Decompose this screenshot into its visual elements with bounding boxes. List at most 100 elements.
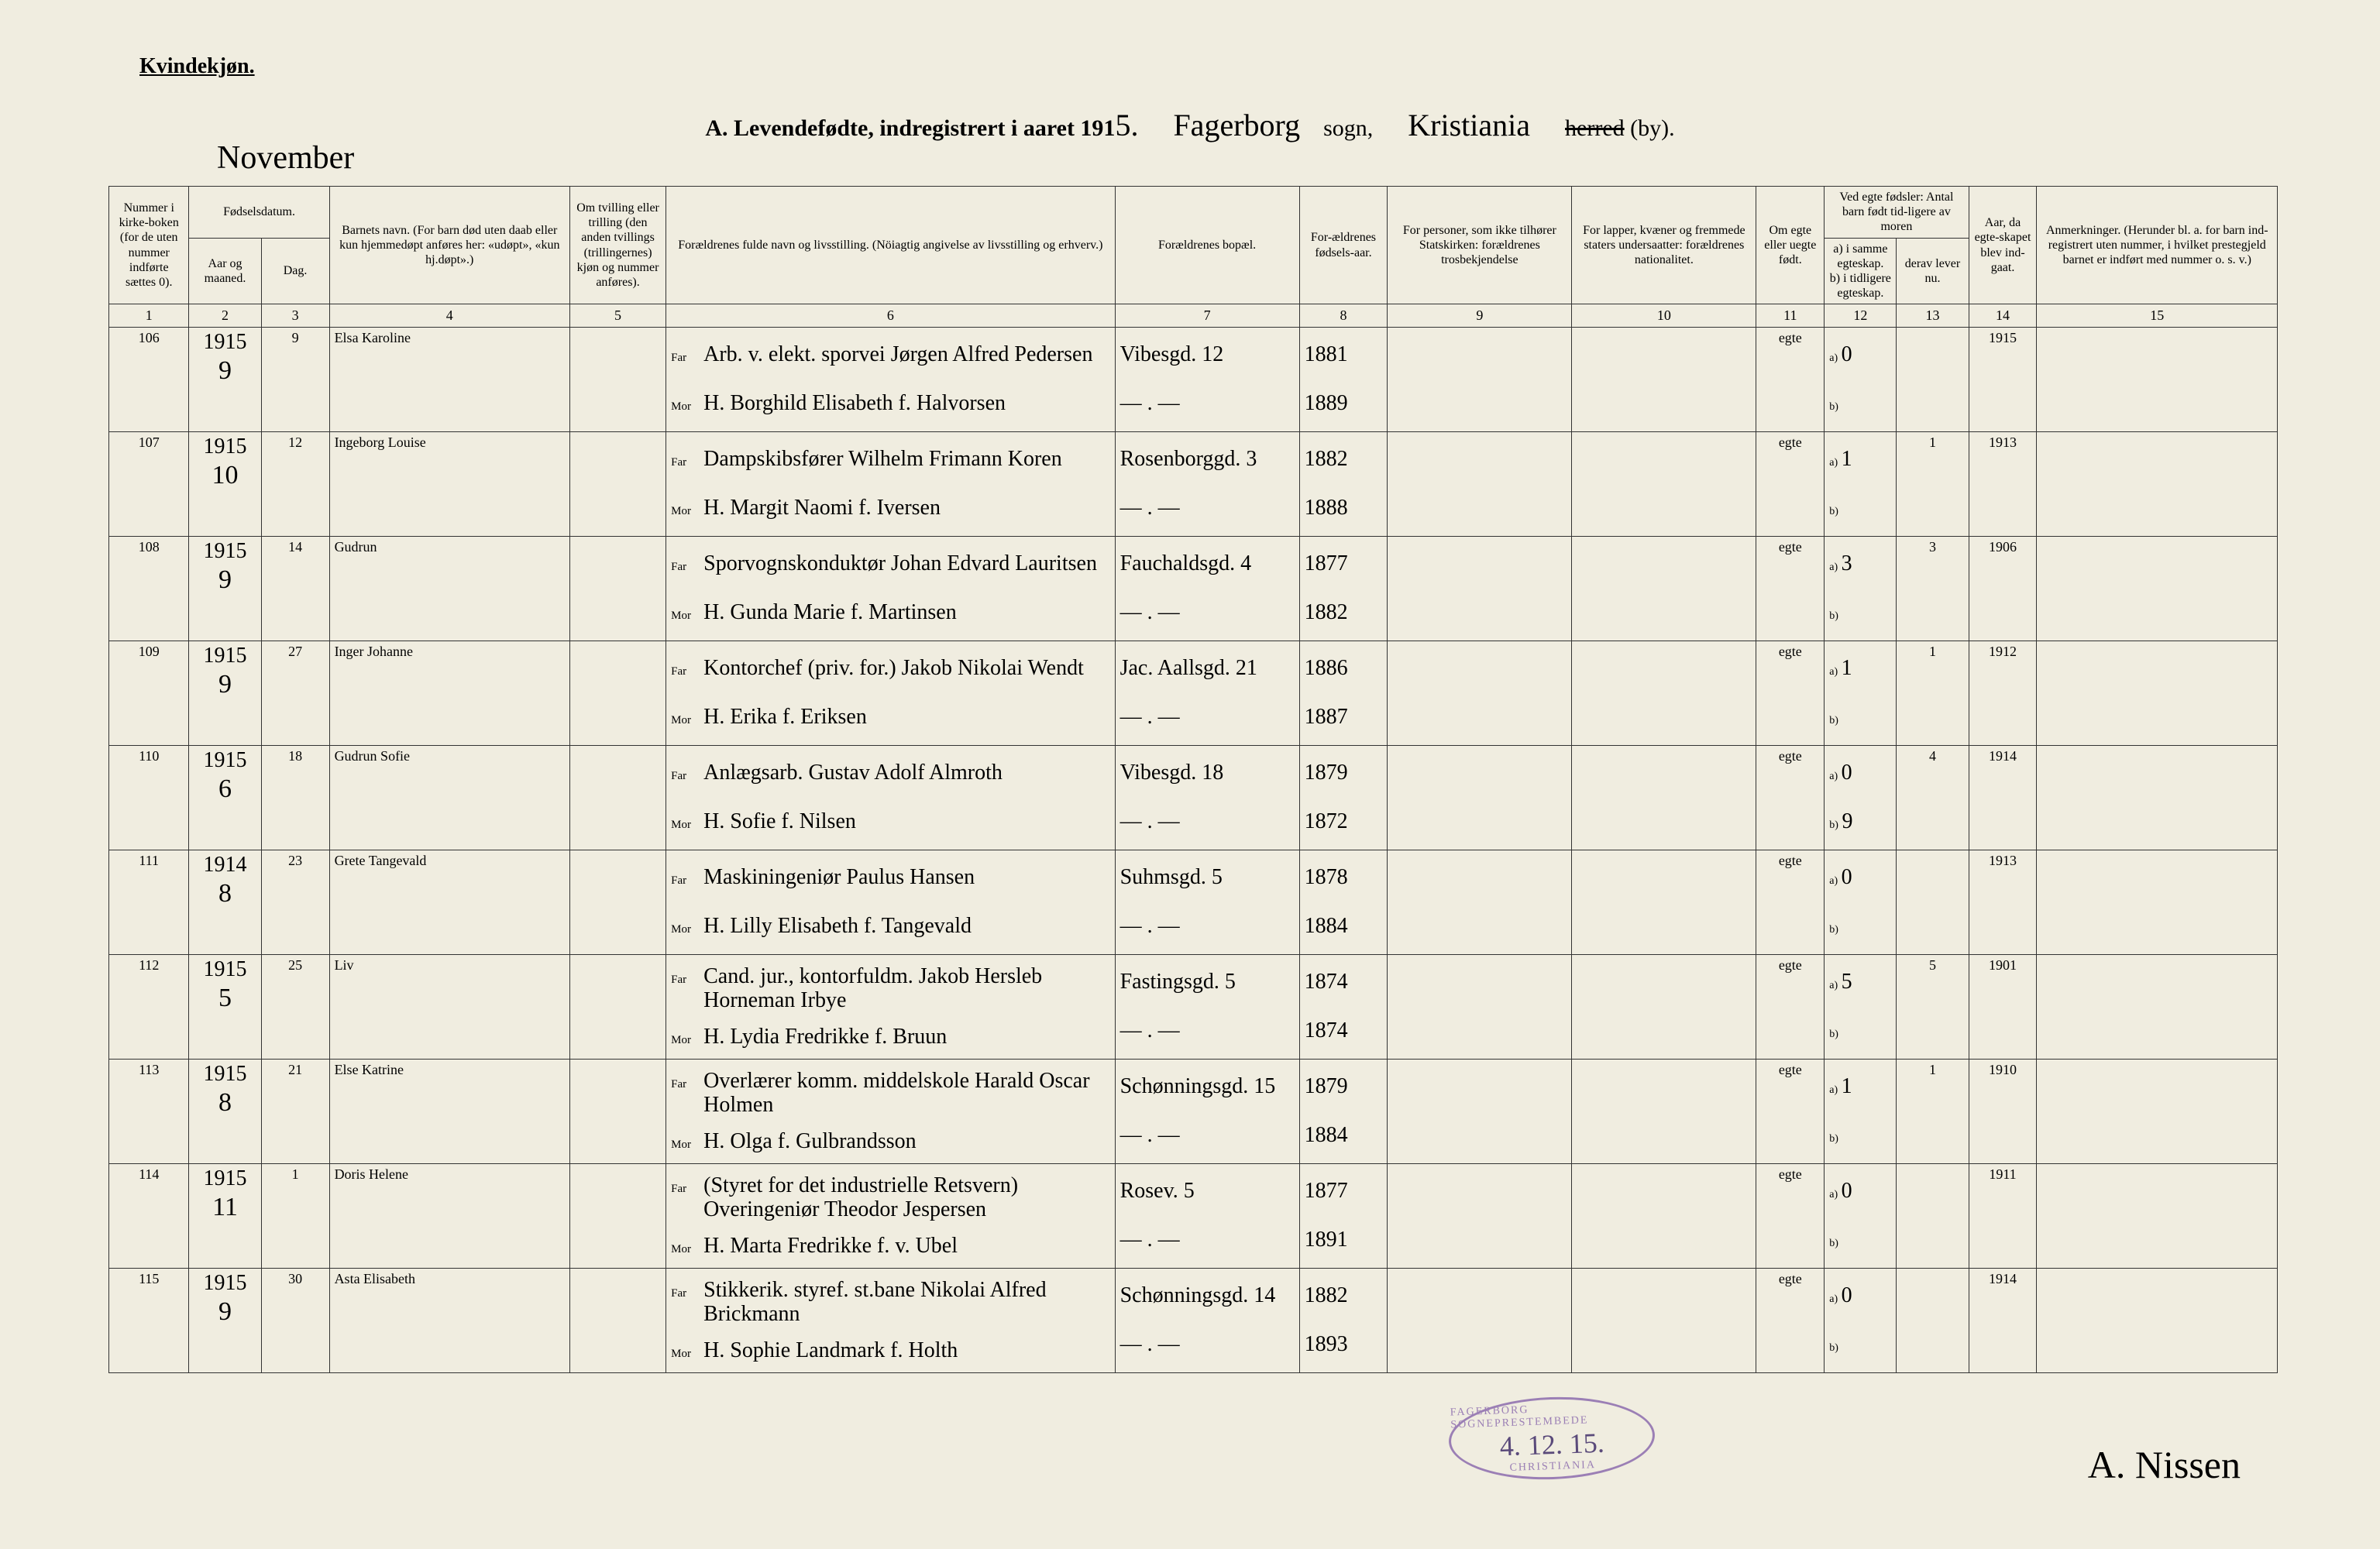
- col-13-header: derav lever nu.: [1897, 238, 1969, 304]
- mother-year: 1888: [1305, 496, 1383, 520]
- father-year: 1882: [1305, 1284, 1383, 1308]
- addr-father: Fauchaldsgd. 4: [1120, 552, 1295, 576]
- entry-number: 106: [109, 328, 189, 432]
- column-number-row: 1 2 3 4 5 6 7 8 9 10 11 12 13 14 15: [109, 304, 2278, 328]
- father-text: Arb. v. elekt. sporvei Jørgen Alfred Ped…: [703, 343, 1092, 367]
- year-month: 1915 9: [189, 641, 261, 746]
- nationality: [1572, 537, 1756, 641]
- year: 1915: [194, 1063, 256, 1087]
- count-a: 3: [1842, 551, 1852, 575]
- month-num: 9: [194, 356, 256, 385]
- stamp-bottom: CHRISTIANIA: [1509, 1459, 1596, 1475]
- addr-mother: — . —: [1120, 1333, 1295, 1357]
- month-num: 11: [194, 1193, 256, 1221]
- count-b: 9: [1842, 809, 1852, 833]
- mother-text: H. Sophie Landmark f. Holth: [703, 1339, 958, 1363]
- addr-father: Schønningsgd. 15: [1120, 1075, 1295, 1099]
- father-text: Stikkerik. styref. st.bane Nikolai Alfre…: [703, 1279, 1109, 1327]
- table-row: 111 1914 8 23 Grete Tangevald FarMaskini…: [109, 850, 2278, 955]
- father-year: 1877: [1305, 552, 1383, 576]
- prior-children: a) 1 b): [1825, 1060, 1897, 1164]
- year: 1915: [194, 1272, 256, 1296]
- far-label: Far: [671, 1287, 697, 1300]
- twin-cell: [569, 537, 666, 641]
- count-a: 0: [1842, 761, 1852, 785]
- col-12-header-top: Ved egte fødsler: Antal barn født tid-li…: [1825, 187, 1969, 239]
- entry-number: 112: [109, 955, 189, 1060]
- colnum: 4: [329, 304, 569, 328]
- a-label: a): [1829, 1084, 1838, 1096]
- religion: [1388, 1164, 1572, 1269]
- father-text: (Styret for det industrielle Retsvern) O…: [703, 1174, 1109, 1222]
- address: Rosenborggd. 3 — . —: [1115, 432, 1299, 537]
- living: 1: [1897, 641, 1969, 746]
- mother-year: 1874: [1305, 1019, 1383, 1043]
- birth-years: 1874 1874: [1299, 955, 1388, 1060]
- mor-label: Mor: [671, 819, 697, 832]
- stamp-top: FAGERBORG SOGNEPRESTEMBEDE: [1450, 1400, 1653, 1431]
- living: 3: [1897, 537, 1969, 641]
- mother-text: H. Olga f. Gulbrandsson: [703, 1130, 917, 1154]
- legitimacy: egte: [1756, 746, 1825, 850]
- register-page: Kvindekjøn. A. Levendefødte, indregistre…: [0, 0, 2380, 1549]
- entry-number: 107: [109, 432, 189, 537]
- month-num: 9: [194, 670, 256, 699]
- religion: [1388, 328, 1572, 432]
- prior-children: a) 1 b): [1825, 641, 1897, 746]
- address: Fauchaldsgd. 4 — . —: [1115, 537, 1299, 641]
- count-a: 0: [1842, 865, 1852, 889]
- prior-children: a) 0 b): [1825, 328, 1897, 432]
- parents: FarAnlægsarb. Gustav Adolf Almroth MorH.…: [666, 746, 1115, 850]
- table-row: 112 1915 5 25 Liv FarCand. jur., kontorf…: [109, 955, 2278, 1060]
- child-name: Ingeborg Louise: [329, 432, 569, 537]
- count-a: 1: [1842, 447, 1852, 471]
- month-num: 5: [194, 984, 256, 1012]
- married-year: 1912: [1969, 641, 2037, 746]
- remarks: [2037, 850, 2278, 955]
- month-label: November: [217, 139, 354, 177]
- addr-mother: — . —: [1120, 1019, 1295, 1043]
- religion: [1388, 432, 1572, 537]
- religion: [1388, 1060, 1572, 1164]
- colnum: 6: [666, 304, 1115, 328]
- day: 14: [261, 537, 329, 641]
- month-num: 8: [194, 879, 256, 908]
- parents: FarArb. v. elekt. sporvei Jørgen Alfred …: [666, 328, 1115, 432]
- a-label: a): [1829, 980, 1838, 991]
- entry-number: 114: [109, 1164, 189, 1269]
- living: [1897, 328, 1969, 432]
- stamp-date: 4. 12. 15.: [1499, 1427, 1604, 1463]
- living: 1: [1897, 432, 1969, 537]
- mor-label: Mor: [671, 1243, 697, 1256]
- address: Suhmsgd. 5 — . —: [1115, 850, 1299, 955]
- b-label: b): [1829, 401, 1838, 413]
- living: [1897, 1269, 1969, 1373]
- mor-label: Mor: [671, 400, 697, 414]
- day: 23: [261, 850, 329, 955]
- herred-struck: herred: [1565, 115, 1625, 141]
- father-year: 1881: [1305, 343, 1383, 367]
- married-year: 1906: [1969, 537, 2037, 641]
- mother-text: H. Marta Fredrikke f. v. Ubel: [703, 1235, 958, 1259]
- twin-cell: [569, 432, 666, 537]
- twin-cell: [569, 955, 666, 1060]
- col-5-header: Om tvilling eller trilling (den anden tv…: [569, 187, 666, 304]
- colnum: 12: [1825, 304, 1897, 328]
- col-2-aar: Aar og maaned.: [189, 238, 261, 304]
- legitimacy: egte: [1756, 1060, 1825, 1164]
- b-label: b): [1829, 1133, 1838, 1145]
- parents: Far Stikkerik. styref. st.bane Nikolai Al…: [666, 1269, 1115, 1373]
- mother-year: 1884: [1305, 915, 1383, 939]
- address: Schønningsgd. 15 — . —: [1115, 1060, 1299, 1164]
- mother-year: 1893: [1305, 1333, 1383, 1357]
- address: Jac. Aallsgd. 21 — . —: [1115, 641, 1299, 746]
- a-label: a): [1829, 875, 1838, 887]
- address: Fastingsgd. 5 — . —: [1115, 955, 1299, 1060]
- father-year: 1878: [1305, 866, 1383, 890]
- child-name: Elsa Karoline: [329, 328, 569, 432]
- prior-children: a) 0 b): [1825, 1269, 1897, 1373]
- entry-number: 110: [109, 746, 189, 850]
- col-10-header: For lapper, kvæner og fremmede staters u…: [1572, 187, 1756, 304]
- entry-number: 113: [109, 1060, 189, 1164]
- year-month: 1914 8: [189, 850, 261, 955]
